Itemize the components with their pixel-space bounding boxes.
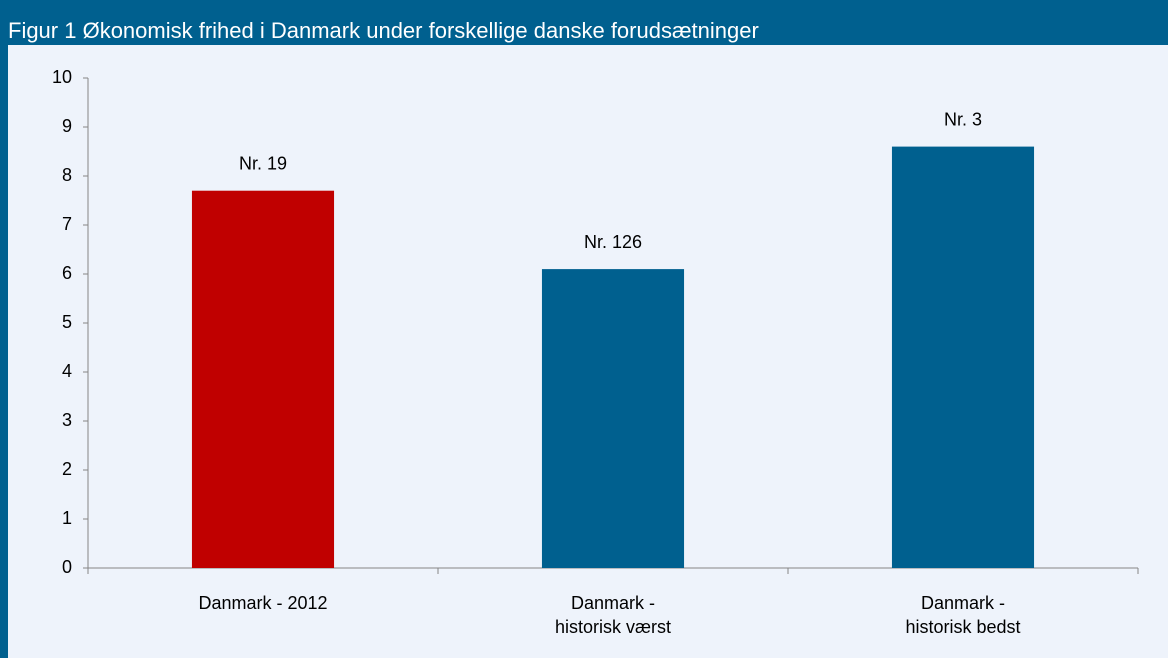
bar	[891, 146, 1035, 568]
x-tick-label: Danmark -	[571, 593, 655, 613]
y-tick-label: 10	[52, 67, 72, 87]
y-tick-label: 6	[62, 263, 72, 283]
y-tick-label: 1	[62, 508, 72, 528]
bar	[191, 190, 335, 568]
x-tick-label: historisk værst	[555, 617, 671, 637]
bar-label: Nr. 126	[584, 232, 642, 252]
bar-label: Nr. 3	[944, 109, 982, 129]
y-tick-label: 7	[62, 214, 72, 234]
y-tick-label: 5	[62, 312, 72, 332]
y-tick-label: 8	[62, 165, 72, 185]
chart-title: Figur 1 Økonomisk frihed i Danmark under…	[8, 18, 759, 43]
x-tick-label: historisk bedst	[905, 617, 1020, 637]
y-tick-label: 2	[62, 459, 72, 479]
left-border	[0, 0, 8, 658]
y-tick-label: 9	[62, 116, 72, 136]
bar-label: Nr. 19	[239, 153, 287, 173]
x-tick-label: Danmark -	[921, 593, 1005, 613]
y-tick-label: 0	[62, 557, 72, 577]
title-bar	[0, 0, 1168, 45]
y-tick-label: 4	[62, 361, 72, 381]
y-tick-label: 3	[62, 410, 72, 430]
x-tick-label: Danmark - 2012	[198, 593, 327, 613]
bar	[541, 269, 685, 568]
